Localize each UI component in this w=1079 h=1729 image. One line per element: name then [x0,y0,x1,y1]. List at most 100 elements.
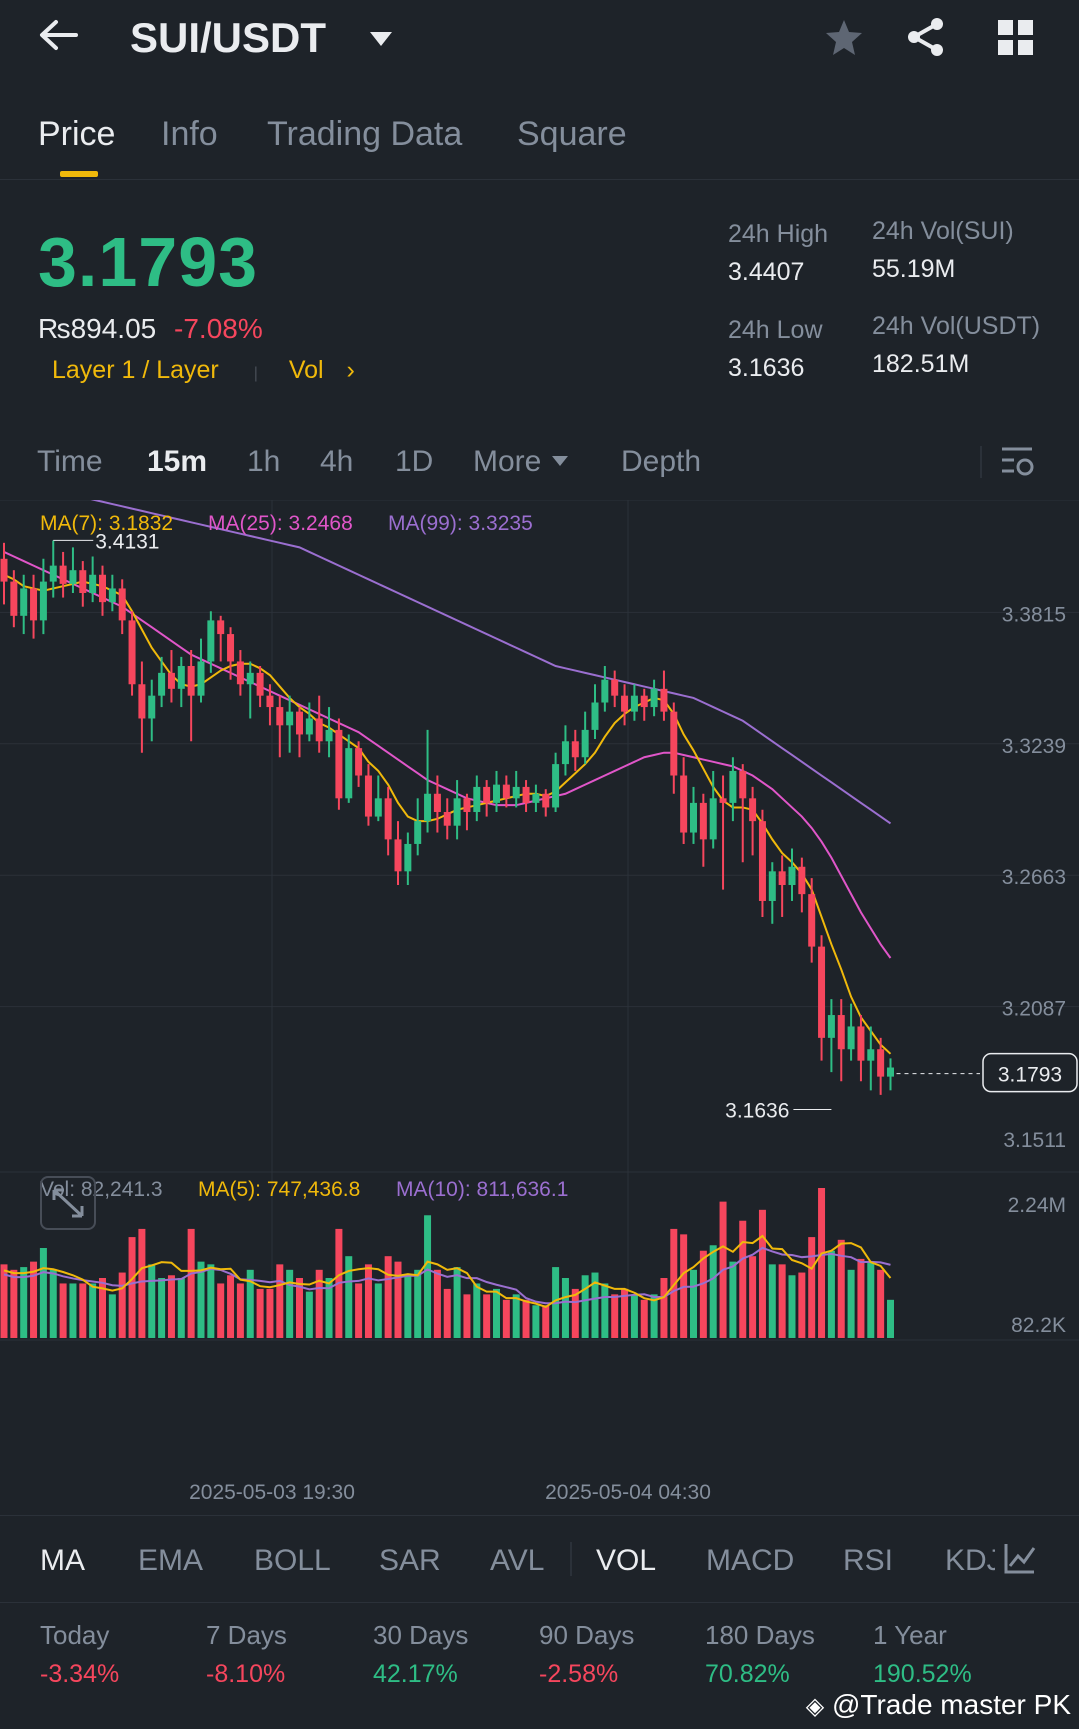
candle-body [630,695,638,712]
candle [887,1058,894,1091]
tab-square[interactable]: Square [517,115,627,153]
volume-bar [286,1269,294,1338]
candle [552,752,560,813]
local-price-row: ₨894.05 -7.08% [38,313,263,345]
grid-icon[interactable] [998,20,1034,56]
tag-row: Layer 1 / Layer | Vol › [52,356,355,385]
volume-bar [690,1269,697,1338]
more-caret-icon[interactable] [551,455,569,467]
tf-15m[interactable]: 15m [147,445,208,478]
candle [236,650,244,696]
candle-body [522,786,530,803]
candle [305,702,313,742]
low-value: 3.1636 [728,354,805,382]
candle [768,862,776,924]
tf-1d[interactable]: 1D [395,445,434,478]
ind-ema[interactable]: EMA [138,1544,204,1577]
candle [296,707,303,758]
candle-body [167,672,175,689]
back-arrow-icon[interactable] [38,18,78,52]
candle-body [463,798,471,813]
tf-more[interactable]: More [473,445,542,478]
chevron-right-icon[interactable]: › [346,356,355,384]
tf-time[interactable]: Time [37,445,103,478]
volume-bar [236,1283,244,1338]
ind-avl[interactable]: AVL [490,1544,545,1577]
tf-depth[interactable]: Depth [621,445,702,478]
candle-body [640,695,648,708]
volume-bar [79,1283,87,1338]
volume-bar [453,1267,461,1338]
tab-price[interactable]: Price [38,115,116,153]
candle [246,661,254,719]
indicator-settings-icon[interactable] [1002,1540,1038,1576]
watermark-text: @Trade master PK [831,1689,1071,1720]
vol-link[interactable]: Vol [288,356,324,384]
y-tick-label: 3.2087 [1002,998,1066,1021]
volume-bar [867,1261,875,1338]
candle [867,1026,875,1091]
ind-rsi[interactable]: RSI [843,1544,894,1577]
candle-body [79,570,87,594]
tf-1h[interactable]: 1h [247,445,281,478]
ind-ma[interactable]: MA [40,1544,85,1577]
high-marker-label: 3.4131 [95,530,159,553]
candle-body [39,581,47,621]
volume-bar [650,1294,658,1338]
candle-body [887,1067,894,1077]
volume-bar [30,1261,38,1338]
expand-button[interactable] [40,1176,96,1230]
candle [345,734,353,803]
volume-bar [512,1294,520,1338]
candle-body [483,786,491,803]
star-icon[interactable] [824,18,864,56]
candle [177,656,185,708]
ind-vol[interactable]: VOL [596,1544,657,1577]
candle-body [227,634,235,662]
candle [640,688,648,721]
volume-bar [138,1228,146,1338]
volume-bar [177,1278,185,1338]
candle [355,741,363,787]
candle [493,770,500,813]
candle [808,878,816,963]
candle [443,798,451,840]
candle-body [847,1026,855,1050]
ind-kdj[interactable]: KDJ [945,1544,995,1577]
caret-down-icon[interactable] [368,30,394,48]
active-tab-indicator [60,171,98,177]
chart-settings-icon[interactable] [1000,445,1036,479]
candle-body [148,695,156,719]
candle [690,786,697,844]
candle [660,670,668,721]
candle-body [581,729,589,758]
candle-body [404,843,412,872]
tab-trading-data[interactable]: Trading Data [267,115,463,153]
category-tag[interactable]: Layer 1 / Layer [52,356,219,384]
candle-body [158,672,166,696]
volume-bar [591,1272,599,1338]
candle-body [788,866,796,886]
ind-sar[interactable]: SAR [379,1544,441,1577]
pair-title[interactable]: SUI/USDT [130,14,327,61]
volume-bar [10,1269,18,1338]
candle [256,666,264,708]
volume-bar [640,1299,648,1338]
candle [138,661,146,753]
vol-ma5-legend: MA(5): 747,436.8 [198,1178,360,1201]
candle [118,579,126,635]
watermark: ◈ @Trade master PK [806,1689,1071,1721]
price-chart[interactable]: 3.43913.38153.32393.26633.20873.15113.41… [0,500,1079,1515]
candle-body [325,729,333,742]
volume-bar [778,1264,786,1338]
candle [10,570,18,628]
volume-bar [276,1264,284,1338]
ind-boll[interactable]: BOLL [254,1544,331,1577]
tab-info[interactable]: Info [161,115,218,153]
candle-body [739,770,747,799]
share-icon[interactable] [906,17,946,57]
ind-macd[interactable]: MACD [706,1544,795,1577]
tf-4h[interactable]: 4h [320,445,354,478]
volume-bar [660,1278,668,1338]
candle [99,565,106,616]
